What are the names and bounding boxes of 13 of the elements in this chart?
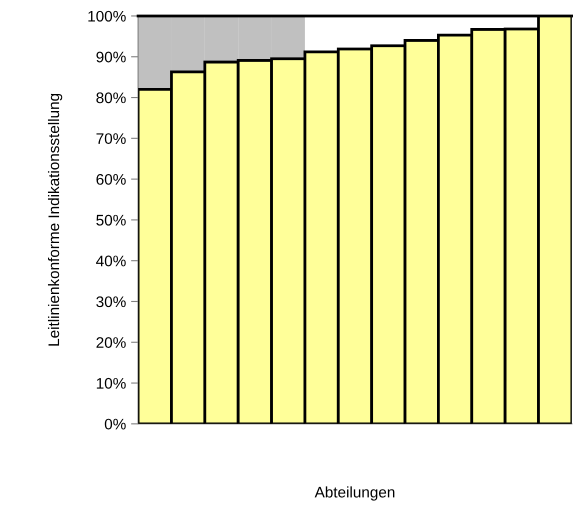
y-tick-label: 10%: [96, 378, 126, 389]
x-axis-title: Abteilungen: [314, 486, 394, 501]
y-tick-label: 30%: [96, 296, 126, 308]
y-tick-label: 80%: [96, 92, 126, 104]
y-tick-label: 70%: [96, 133, 126, 144]
y-tick-label: 90%: [96, 52, 126, 62]
y-tick-label: 20%: [96, 337, 126, 348]
y-tick-label: 100%: [88, 10, 126, 22]
y-tick-label: 60%: [96, 174, 126, 185]
y-tick-label: 50%: [96, 214, 126, 226]
y-tick-label: 40%: [96, 256, 126, 266]
y-axis-title: Leitlinienkonforme Indikationsstellung: [48, 94, 62, 346]
y-tick-label: 0%: [104, 418, 126, 430]
